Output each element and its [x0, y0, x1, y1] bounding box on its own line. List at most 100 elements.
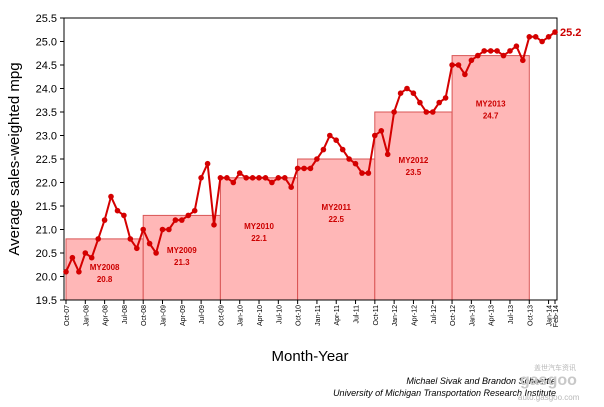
mpg-point: [520, 57, 526, 64]
mpg-point: [339, 146, 346, 153]
mpg-point: [500, 52, 507, 59]
x-tick-label: Jan-11: [315, 305, 322, 326]
model-year-name: MY2008: [90, 263, 120, 272]
y-tick-label: 23.0: [36, 131, 57, 143]
mpg-point: [269, 179, 275, 186]
mpg-point: [166, 226, 172, 233]
model-year-box: [374, 111, 453, 301]
x-tick-label: Oct-08: [141, 305, 148, 326]
mpg-point: [410, 90, 417, 96]
mpg-point: [82, 250, 89, 256]
x-tick-label: Apr-09: [180, 305, 187, 326]
mpg-point: [211, 222, 217, 228]
mpg-point: [327, 132, 333, 139]
mpg-point: [198, 175, 204, 181]
mpg-point: [282, 175, 288, 181]
mpg-point: [436, 99, 443, 106]
x-tick-label: Jul-13: [508, 305, 515, 324]
model-year-name: MY2009: [167, 246, 197, 255]
y-tick-label: 21.5: [36, 201, 57, 213]
mpg-point: [468, 57, 475, 64]
x-tick-label: Apr-10: [257, 305, 264, 326]
model-year-name: MY2011: [322, 203, 352, 212]
mpg-point: [494, 48, 500, 54]
mpg-point: [475, 52, 481, 59]
watermark-chinese: 盖世汽车资讯: [534, 365, 576, 372]
credit-institution: University of Michigan Transportation Re…: [333, 388, 556, 398]
mpg-point: [185, 212, 192, 219]
mpg-point: [372, 132, 378, 139]
credit-authors: Michael Sivak and Brandon Schoettle: [406, 376, 556, 386]
mpg-point: [262, 175, 269, 181]
model-year-box: [142, 214, 221, 301]
mpg-point: [63, 269, 69, 275]
mpg-point: [140, 226, 146, 233]
mpg-point: [249, 175, 256, 181]
model-year-box: [297, 158, 376, 301]
x-tick-label: Apr-13: [489, 305, 496, 326]
model-year-labels: MY2008 20.8 MY2009 21.3 MY2010 22.1 MY2011 22.5…: [90, 100, 506, 284]
model-year-value: 22.5: [328, 215, 344, 224]
mpg-point: [101, 217, 108, 223]
y-axis-title: Average sales-weighted mpg: [6, 62, 23, 255]
x-axis-title: Month-Year: [272, 348, 349, 365]
x-tick-label: Jul-08: [122, 305, 129, 324]
mpg-point: [88, 254, 95, 261]
mpg-point: [423, 109, 430, 115]
mpg-point: [442, 95, 449, 101]
mpg-point: [69, 254, 76, 261]
mpg-point: [204, 160, 211, 167]
x-tick-label: Oct-12: [450, 305, 457, 326]
y-tick-label: 25.5: [36, 13, 57, 25]
x-tick-label: Oct-09: [218, 305, 225, 326]
mpg-point: [333, 137, 340, 143]
mpg-point: [275, 175, 282, 181]
mpg-point: [526, 34, 533, 40]
mpg-point: [134, 245, 140, 252]
mpg-point: [236, 170, 243, 176]
mpg-point: [365, 170, 372, 176]
mpg-point: [481, 48, 488, 54]
mpg-point: [288, 184, 295, 190]
mpg-point: [307, 165, 314, 172]
mpg-point: [384, 151, 391, 158]
mpg-point: [378, 128, 385, 134]
x-tick-label: Jan-10: [238, 305, 245, 327]
mpg-point: [159, 226, 166, 233]
x-tick-label: Jan-09: [161, 305, 168, 327]
y-tick-label: 22.5: [36, 154, 57, 166]
mpg-point: [95, 236, 101, 242]
mpg-point: [121, 212, 127, 219]
mpg-point: [391, 109, 397, 115]
y-tick-label: 21.0: [36, 225, 57, 237]
model-year-boxes: [65, 55, 530, 301]
watermark-url: auto.gasgoo.com: [518, 393, 580, 402]
mpg-point: [146, 240, 153, 247]
model-year-value: 20.8: [97, 275, 113, 284]
y-tick-label: 22.0: [36, 178, 57, 190]
mpg-point: [179, 217, 185, 223]
model-year-value: 21.3: [174, 258, 190, 267]
x-tick-label: Jul-12: [431, 305, 438, 324]
mpg-point: [545, 34, 552, 40]
mpg-point: [417, 99, 423, 106]
mpg-point: [172, 217, 179, 223]
mpg-point: [430, 109, 436, 115]
watermark-logo: gasgoo: [520, 372, 577, 389]
x-tick-label: Apr-12: [411, 305, 418, 326]
mpg-point: [462, 71, 468, 78]
mpg-point: [217, 175, 224, 181]
y-tick-label: 20.5: [36, 248, 57, 260]
y-tick-label: 25.0: [36, 37, 57, 49]
mpg-point: [513, 43, 520, 49]
mpg-point: [243, 175, 249, 181]
x-tick-label: Apr-11: [334, 305, 341, 326]
x-tick-label: Jan-08: [83, 305, 90, 327]
mpg-point: [359, 170, 365, 176]
mpg-point: [487, 48, 494, 54]
y-axis: 19.5 20.0 20.5 21.0 21.5 22.0 22.5 23.0 23.5 24.0…: [36, 13, 64, 307]
end-value-label: 25.2: [560, 27, 581, 39]
x-tick-label: Jul-10: [276, 305, 283, 324]
mpg-point: [539, 38, 545, 45]
mpg-point: [346, 156, 352, 162]
